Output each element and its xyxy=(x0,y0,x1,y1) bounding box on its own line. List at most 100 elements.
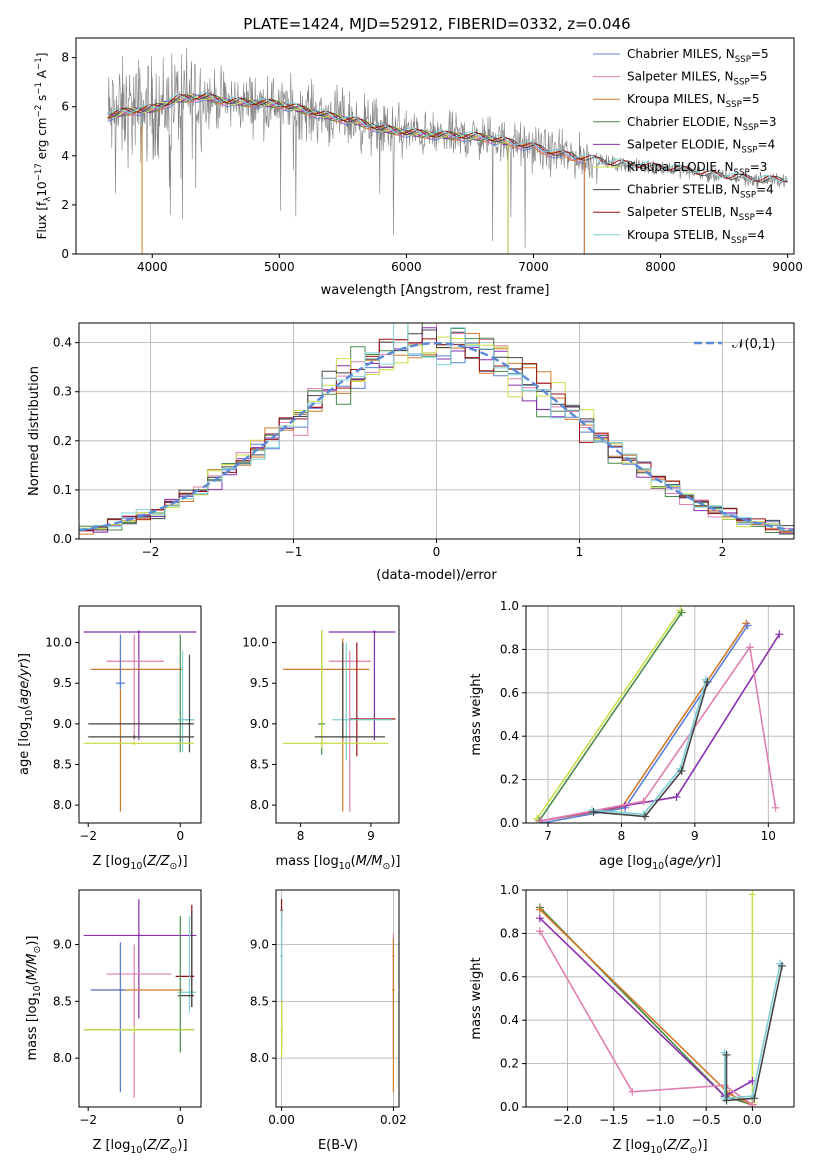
x-tick-label: −1 xyxy=(285,545,303,559)
data-point xyxy=(392,988,395,992)
data-point xyxy=(188,722,191,726)
spectrum-model-line xyxy=(107,94,585,254)
weight-marker xyxy=(722,1050,731,1059)
figure-title: PLATE=1424, MJD=52912, FIBERID=0332, z=0… xyxy=(243,15,630,33)
weight-marker xyxy=(745,643,754,652)
weight-line xyxy=(593,681,709,818)
weight-line xyxy=(540,622,747,822)
plot-area xyxy=(79,323,794,535)
x-tick-label: 8 xyxy=(297,829,305,843)
weight-marker xyxy=(722,1096,731,1105)
data-point xyxy=(137,934,141,937)
y-tick-label: 6 xyxy=(61,100,69,114)
x-axis-label: Z [log10(Z/Z⊙)] xyxy=(92,1138,187,1156)
weight-line xyxy=(539,906,753,1106)
panel-mass-vs-ebv: 0.00 0.02 8.0 8.5 9.0 E(B-V) xyxy=(250,889,407,1153)
data-point xyxy=(280,954,283,958)
weight-marker xyxy=(677,608,686,617)
data-point xyxy=(133,1028,136,1031)
y-tick-label: 1.0 xyxy=(500,883,519,897)
y-tick-label: 8.0 xyxy=(53,798,72,812)
weight-marker xyxy=(777,961,786,970)
weight-marker xyxy=(743,621,752,630)
x-tick-label: 9000 xyxy=(772,260,803,274)
weight-marker xyxy=(535,927,544,936)
axes-frame xyxy=(78,889,202,1108)
x-tick-label: 2 xyxy=(719,545,727,559)
normal-curve xyxy=(79,341,794,532)
x-axis-label: mass [log10(M/M⊙)] xyxy=(276,854,401,872)
panel-age-vs-metallicity: −2 0 8.0 8.5 9.0 9.5 10.0 Z [log10(Z/Z⊙)] age [l… xyxy=(17,605,202,872)
legend-entry: 𝒩(0,1) xyxy=(732,337,775,352)
x-tick-label: 4000 xyxy=(137,260,168,274)
data-point xyxy=(190,994,193,997)
weight-marker xyxy=(771,803,780,812)
y-tick-label: 0.0 xyxy=(53,532,72,546)
y-tick-label: 8.5 xyxy=(250,994,269,1008)
panel-weight-vs-age: 7 8 9 10 0.0 0.2 0.4 0.6 0.8 1.0 mass weight age [l… xyxy=(469,599,795,872)
axes-frame xyxy=(525,605,795,824)
data-point xyxy=(133,660,136,663)
data-point xyxy=(345,718,348,721)
y-axis-label: Normed distribution xyxy=(27,366,42,496)
x-tick-label: −2.0 xyxy=(553,1113,582,1127)
x-tick-label: 9 xyxy=(691,829,699,843)
x-tick-label: 8 xyxy=(618,829,626,843)
axes: −2 0 8.0 8.5 9.0 Z [log10(Z/Z⊙)] mass [log10(M… xyxy=(25,889,202,1156)
data-point xyxy=(341,735,344,739)
y-axis-label: Flux [fλ10−17 erg cm−2 s−1 A−1] xyxy=(34,53,53,240)
y-axis-label: age [log10(age/yr)] xyxy=(17,653,35,775)
weight-marker xyxy=(677,766,686,775)
x-tick-label: −2 xyxy=(142,545,160,559)
y-tick-label: 0.8 xyxy=(500,642,519,656)
data-point xyxy=(119,682,122,685)
y-tick-label: 8.0 xyxy=(250,1051,269,1065)
weight-line xyxy=(542,625,749,823)
weight-line xyxy=(540,645,777,822)
plot-area xyxy=(280,899,395,1093)
y-tick-label: 0 xyxy=(61,247,69,261)
weight-marker xyxy=(640,812,649,821)
x-tick-label: 7000 xyxy=(518,260,549,274)
weight-marker xyxy=(703,677,712,686)
y-tick-label: 9.0 xyxy=(250,717,269,731)
weight-marker xyxy=(535,914,544,923)
x-tick-label: −2 xyxy=(79,829,97,843)
legend-entry: Salpeter ELODIE, NSSP=4 xyxy=(627,137,775,155)
data-point xyxy=(133,742,136,745)
weight-line xyxy=(723,963,781,1100)
weight-line xyxy=(592,679,707,816)
x-tick-label: 1 xyxy=(576,545,584,559)
x-tick-label: 6000 xyxy=(391,260,422,274)
weight-line xyxy=(539,917,753,1098)
y-tick-label: 8.5 xyxy=(53,757,72,771)
x-tick-label: −0.5 xyxy=(692,1113,721,1127)
data-point xyxy=(137,630,141,634)
legend-entry: Chabrier ELODIE, NSSP=3 xyxy=(627,115,776,133)
axes: 0.00 0.02 8.0 8.5 9.0 E(B-V) xyxy=(250,889,407,1153)
y-tick-label: 0.6 xyxy=(500,686,519,700)
x-tick-label: −1.0 xyxy=(645,1113,674,1127)
x-tick-label: 0 xyxy=(433,545,441,559)
axes: 8 9 8.0 8.5 9.0 9.5 10.0 mass [log10(M/M⊙)] xyxy=(242,605,401,872)
plot-area xyxy=(83,899,197,1098)
plot-area xyxy=(283,630,396,812)
y-tick-label: 0.1 xyxy=(53,483,72,497)
y-tick-label: 9.0 xyxy=(250,938,269,952)
legend-entry: Chabrier STELIB, NSSP=4 xyxy=(627,183,774,201)
x-tick-label: 7 xyxy=(544,829,552,843)
weight-marker xyxy=(589,808,598,817)
weight-line xyxy=(725,965,783,1102)
weight-marker xyxy=(775,630,784,639)
y-tick-label: 4 xyxy=(61,149,69,163)
y-tick-label: 0.4 xyxy=(500,729,519,743)
panel-weight-vs-metallicity: −2.0 −1.5 −1.0 −0.5 0.0 0.0 0.2 0.4 0.6 0.8 1.0 mas… xyxy=(469,883,795,1156)
axes: 4000 5000 6000 7000 8000 9000 0 2 4 6 8 Flux [fλ10−… xyxy=(34,37,803,298)
axes: 7 8 9 10 0.0 0.2 0.4 0.6 0.8 1.0 mass weight age [l… xyxy=(469,599,795,872)
weight-marker xyxy=(748,1100,757,1107)
x-axis-label: (data-model)/error xyxy=(376,568,497,583)
legend-entry: Kroupa MILES, NSSP=5 xyxy=(627,92,760,110)
legend: Chabrier MILES, NSSP=5 Salpeter MILES, NS… xyxy=(593,47,776,246)
x-tick-label: 0 xyxy=(176,829,184,843)
legend-entry: Salpeter STELIB, NSSP=4 xyxy=(627,205,773,223)
